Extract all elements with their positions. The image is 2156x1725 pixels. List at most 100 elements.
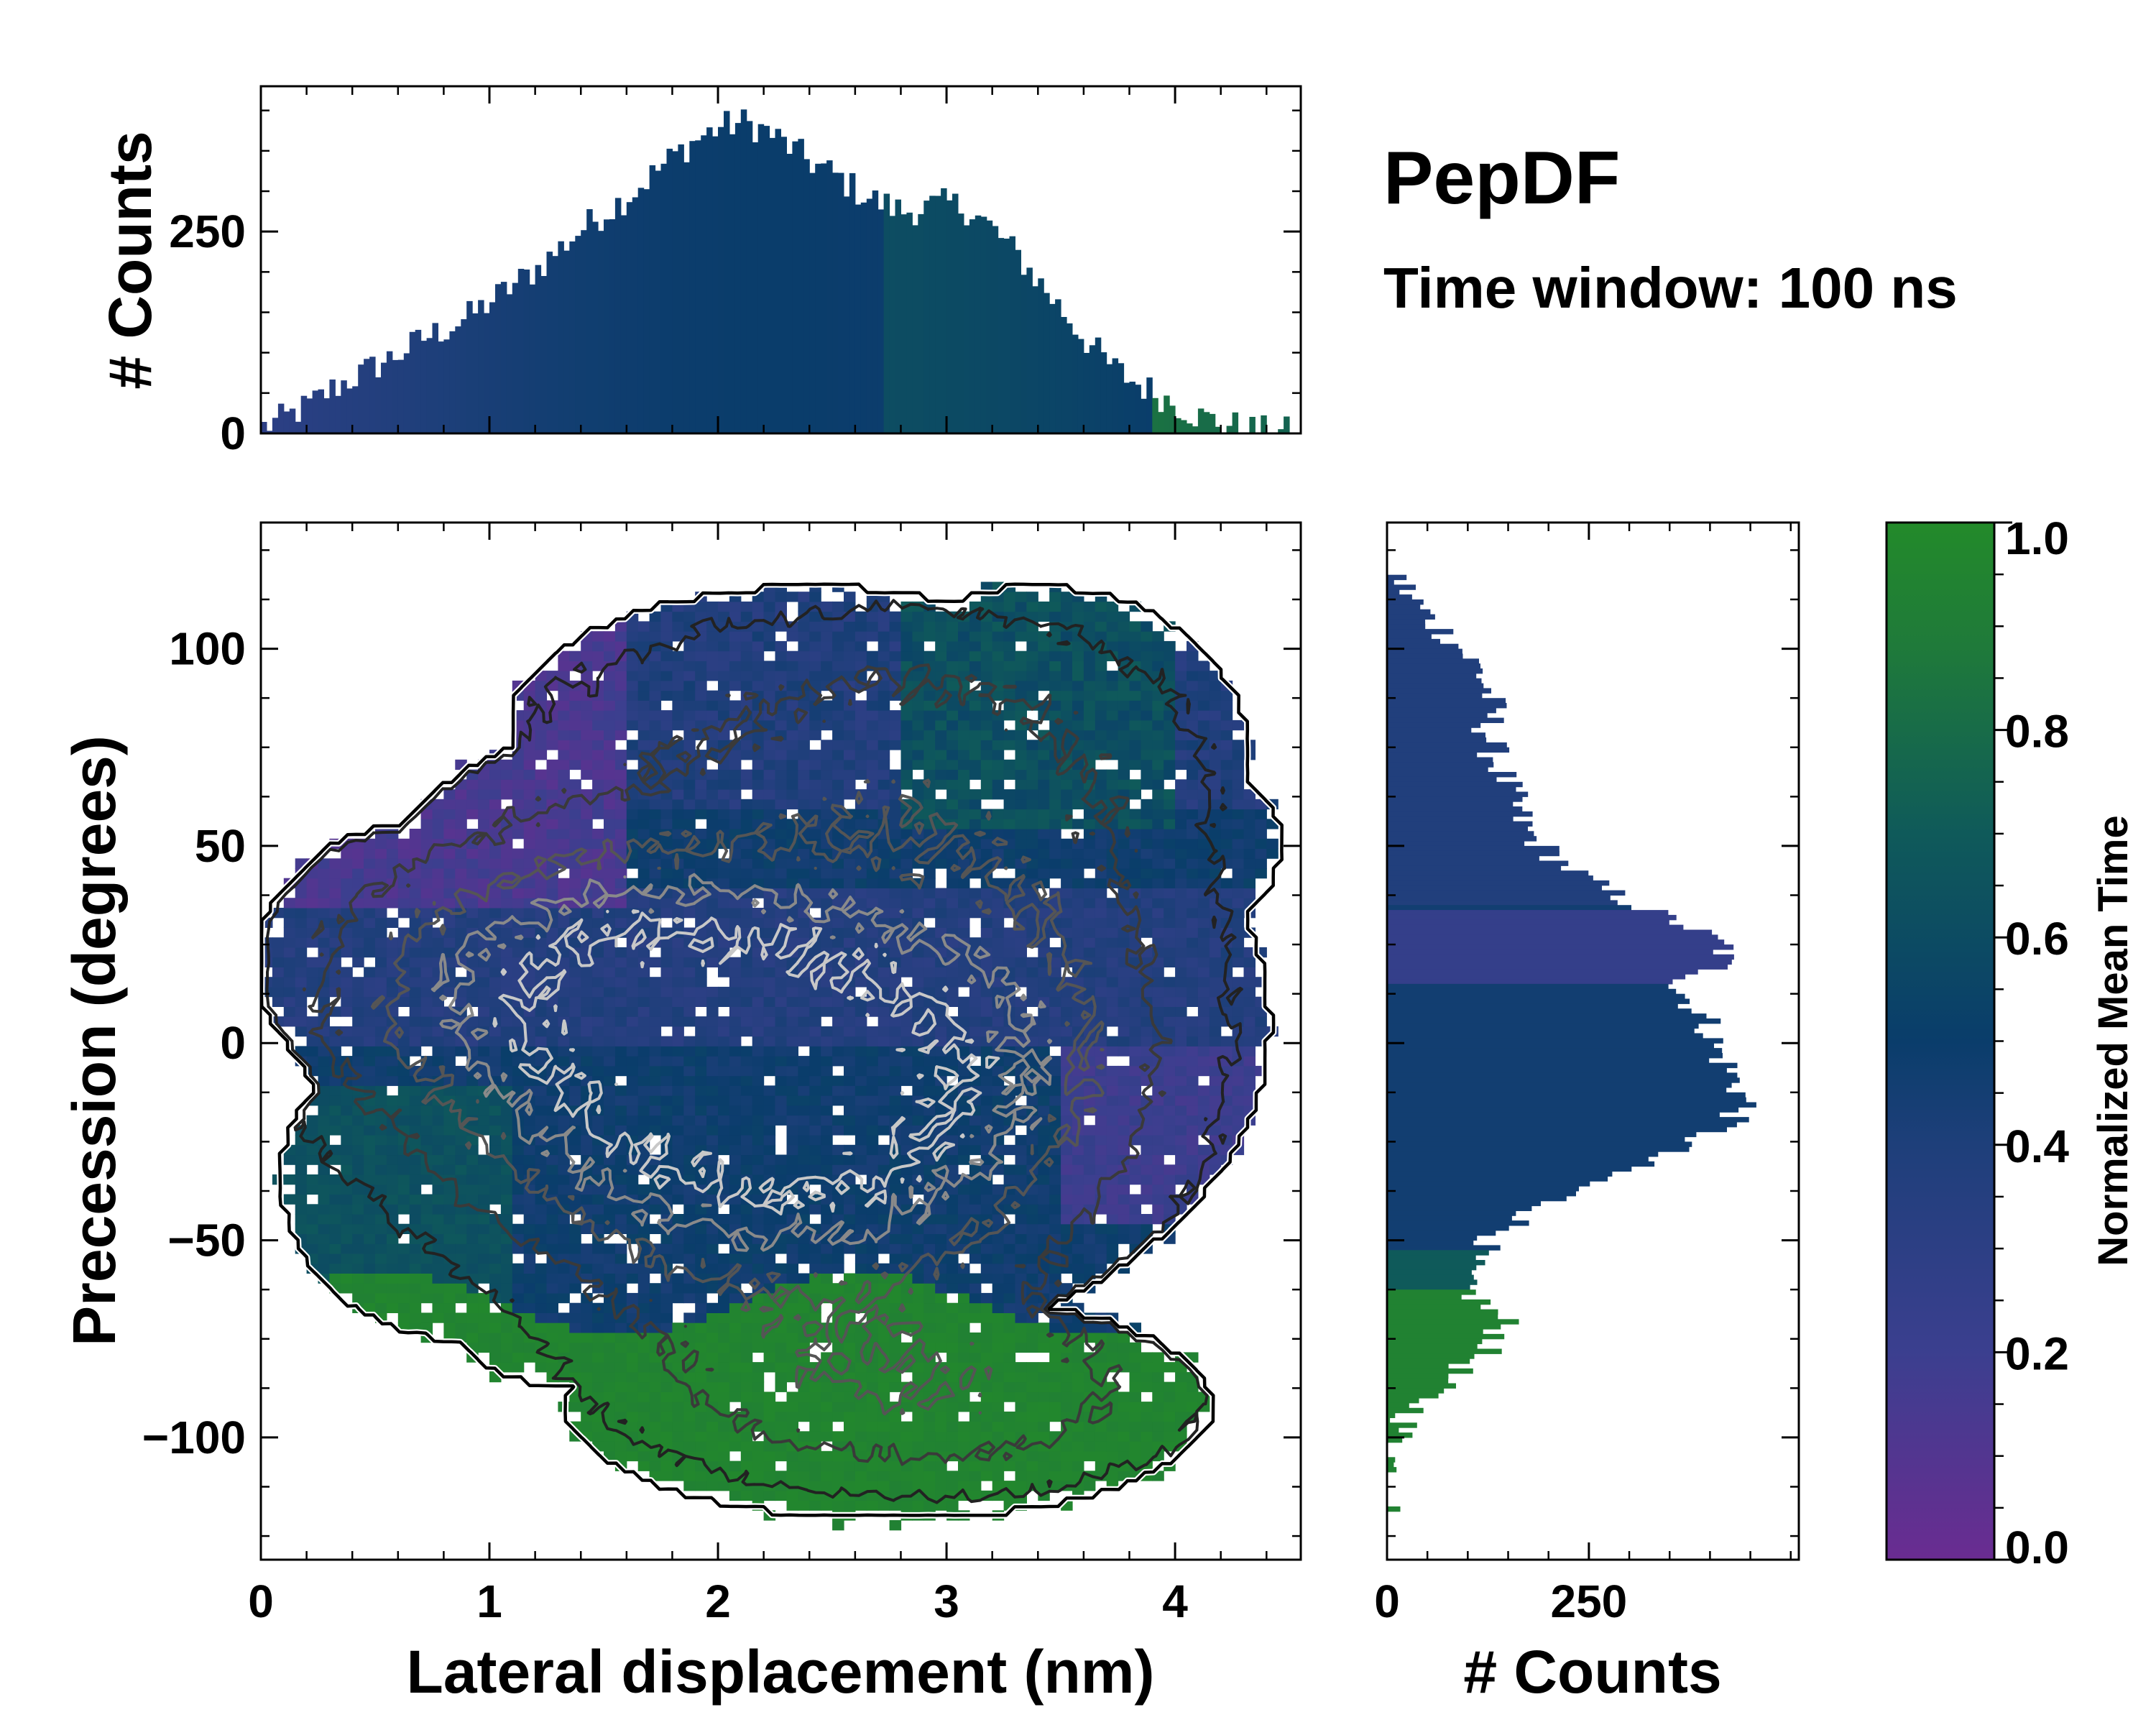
heatmap-cell <box>660 1056 673 1067</box>
heatmap-cell <box>626 1115 639 1126</box>
heatmap-cell <box>512 888 525 898</box>
heatmap-cell <box>718 917 730 928</box>
heatmap-cell <box>660 680 673 691</box>
heatmap-cell <box>592 1342 604 1353</box>
heatmap-cell <box>877 1421 890 1432</box>
heatmap-cell <box>900 1214 913 1225</box>
heatmap-cell <box>786 1065 798 1077</box>
heatmap-cell <box>923 650 936 661</box>
heatmap-cell <box>763 1085 776 1096</box>
heatmap-cell <box>432 1194 444 1205</box>
heatmap-cell <box>295 967 308 978</box>
heatmap-cell <box>729 1036 742 1046</box>
heatmap-cell <box>740 957 753 967</box>
heatmap-cell <box>660 621 673 632</box>
top-histogram-bar <box>1038 278 1044 433</box>
heatmap-cell <box>1003 789 1016 800</box>
heatmap-cell <box>500 1184 513 1195</box>
heatmap-cell <box>844 858 856 869</box>
heatmap-cell <box>844 1421 856 1432</box>
heatmap-cell <box>626 819 639 829</box>
heatmap-cell <box>798 592 810 602</box>
heatmap-cell <box>763 601 776 612</box>
heatmap-cell <box>272 986 285 998</box>
top-histogram-bar <box>277 403 285 433</box>
heatmap-cell <box>786 1490 798 1501</box>
top-histogram-bar <box>740 109 747 433</box>
heatmap-cell <box>352 1204 364 1215</box>
heatmap-cell <box>478 868 490 879</box>
top-histogram-bar <box>455 326 461 433</box>
heatmap-cell <box>877 640 890 652</box>
heatmap-cell <box>512 789 525 800</box>
heatmap-cell <box>581 809 593 819</box>
heatmap-cell <box>535 1302 548 1313</box>
top-histogram-bar <box>1003 239 1010 433</box>
heatmap-cell <box>397 888 410 898</box>
heatmap-cell <box>695 957 707 967</box>
heatmap-cell <box>478 819 490 829</box>
heatmap-cell <box>581 908 593 919</box>
heatmap-cell <box>866 1402 879 1412</box>
heatmap-cell <box>1003 1431 1016 1442</box>
heatmap-cell <box>752 1450 765 1462</box>
heatmap-cell <box>992 947 1005 958</box>
heatmap-cell <box>341 1115 353 1126</box>
heatmap-cell <box>775 592 787 602</box>
heatmap-cell <box>752 1214 765 1225</box>
heatmap-cell <box>763 661 776 671</box>
heatmap-cell <box>832 1254 844 1264</box>
heatmap-cell <box>1015 1223 1027 1234</box>
top-histogram-bar <box>609 219 616 433</box>
heatmap-cell <box>649 680 662 691</box>
heatmap-cell <box>695 1046 707 1057</box>
heatmap-cell <box>798 640 810 652</box>
heatmap-cell <box>958 908 970 919</box>
heatmap-cell <box>386 1263 399 1274</box>
heatmap-cell <box>604 730 616 740</box>
heatmap-cell <box>912 908 924 919</box>
heatmap-cell <box>740 1381 753 1392</box>
heatmap-cell <box>443 789 456 800</box>
heatmap-cell <box>900 719 913 731</box>
heatmap-cell <box>844 1095 856 1106</box>
heatmap-cell <box>592 1371 604 1383</box>
heatmap-cell <box>992 957 1005 967</box>
heatmap-cell <box>992 937 1005 948</box>
heatmap-cell <box>958 996 970 1007</box>
heatmap-cell <box>718 680 730 691</box>
heatmap-cell <box>660 1471 673 1481</box>
heatmap-cell <box>695 1332 707 1343</box>
heatmap-cell <box>558 1243 570 1254</box>
heatmap-cell <box>775 996 787 1007</box>
heatmap-cell <box>409 1194 422 1205</box>
heatmap-cell <box>844 1026 856 1037</box>
top-histogram-bar <box>1055 299 1061 433</box>
heatmap-cell <box>695 809 707 819</box>
heatmap-cell <box>786 1105 798 1116</box>
heatmap-cell <box>786 1450 798 1462</box>
heatmap-cell <box>969 908 982 919</box>
heatmap-cell <box>1003 592 1016 602</box>
heatmap-cell <box>969 1144 982 1156</box>
heatmap-cell <box>695 779 707 790</box>
heatmap-cell <box>581 1016 593 1027</box>
top-histogram-bar <box>969 219 976 433</box>
heatmap-cell <box>1003 1164 1016 1175</box>
heatmap-cell <box>900 1016 913 1027</box>
heatmap-cell <box>318 1065 330 1077</box>
heatmap-cell <box>1003 1312 1016 1323</box>
heatmap-cell <box>821 621 833 632</box>
heatmap-cell <box>637 996 650 1007</box>
heatmap-cell <box>683 1016 696 1027</box>
heatmap-cell <box>478 779 490 790</box>
heatmap-cell <box>821 710 833 721</box>
heatmap-cell <box>397 1184 410 1195</box>
heatmap-cell <box>809 750 821 760</box>
heatmap-cell <box>809 1105 821 1116</box>
heatmap-cell <box>604 640 616 652</box>
heatmap-cell <box>763 1154 776 1165</box>
heatmap-cell <box>798 1026 810 1037</box>
heatmap-cell <box>283 917 296 928</box>
heatmap-cell <box>466 1322 479 1333</box>
